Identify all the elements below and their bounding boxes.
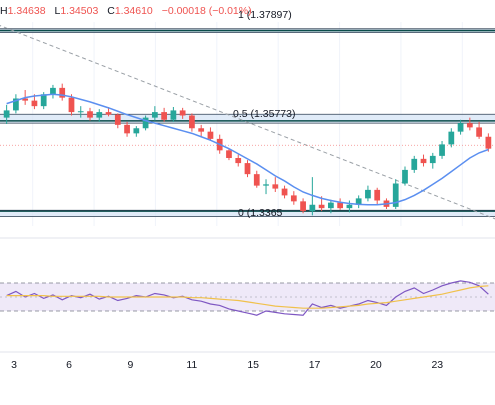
fib-label-05: 0.5 (1.35773) (233, 108, 295, 120)
candle-body (365, 189, 371, 199)
candle-body (281, 188, 288, 196)
candle-body (318, 204, 325, 209)
candle-body (439, 144, 445, 156)
fib-label-0: 0 (1.3365 (238, 207, 283, 219)
close-value: 1.34610 (115, 5, 153, 17)
candle-body (226, 150, 232, 158)
change-value: −0.00018 (−0.01%) (162, 5, 252, 17)
x-tick-label: 9 (128, 359, 134, 371)
candle-body (337, 202, 344, 209)
candle-body (402, 169, 408, 184)
candle-body (87, 111, 93, 118)
rsi-ma-line (6, 285, 489, 309)
candle-body (374, 189, 381, 201)
moving-average (6, 93, 489, 206)
candle-body (420, 158, 427, 164)
candle-body (124, 124, 130, 134)
candle-body (476, 127, 482, 137)
candle-body (59, 87, 66, 98)
candle-body (189, 115, 195, 129)
candle-body (3, 110, 10, 118)
candle-body (179, 110, 186, 116)
candle-body (22, 98, 29, 101)
candle-body (411, 158, 418, 170)
candle-body (40, 94, 47, 107)
ma-line (6, 93, 489, 206)
candle-body (96, 112, 103, 118)
candle-body (328, 202, 334, 209)
candle-body (31, 100, 38, 107)
x-tick-label: 15 (247, 359, 259, 371)
candle-body (485, 136, 492, 149)
high-label: H (0, 5, 8, 17)
fib-label-1: 1 (1.37897) (238, 9, 292, 21)
candle-body (448, 131, 455, 145)
candle-body (50, 87, 56, 95)
rsi-line (6, 280, 489, 316)
candle-body (429, 155, 436, 164)
x-tick-label: 23 (431, 359, 443, 371)
candle-body (290, 195, 297, 202)
x-tick-label: 3 (11, 359, 17, 371)
candle-body (142, 117, 149, 129)
rsi-pane (0, 280, 495, 316)
dashed-trendline (0, 25, 495, 220)
candle-body (77, 111, 84, 113)
svg-text:H1.34638 L1.34503: H1.34638 L1.34503 C1.34610 −0.00018 (−0.… (0, 5, 252, 17)
candle-body (457, 123, 464, 132)
candle-body (355, 198, 362, 205)
candle-body (68, 97, 75, 113)
candle-body (309, 204, 316, 212)
high-value: 1.34638 (8, 5, 46, 17)
low-value: 1.34503 (60, 5, 98, 17)
candle-body (161, 112, 167, 120)
x-tick-label: 20 (370, 359, 382, 371)
candle-body (207, 131, 214, 139)
candle-body (151, 112, 158, 118)
close-label: C (107, 5, 115, 17)
candle-body (466, 123, 473, 128)
main-pane-background (0, 22, 495, 239)
x-tick-label: 11 (186, 359, 197, 371)
candle-body (235, 158, 242, 164)
reference-lines (0, 25, 495, 220)
x-tick-label: 6 (66, 359, 72, 371)
x-axis: 3 6 9 11 15 17 20 23 (0, 351, 495, 371)
ohlc-header: H1.34638 L1.34503 C1.34610 −0.00018 (−0.… (0, 0, 252, 20)
x-tick-label: 17 (309, 359, 321, 371)
candle-body (133, 128, 140, 134)
low-label: L (54, 5, 60, 17)
candle-body (272, 184, 279, 189)
candle-body (114, 114, 121, 125)
candle-body (300, 201, 306, 212)
candle-body (244, 163, 251, 175)
candle-body (392, 183, 399, 207)
candles (3, 83, 492, 216)
candle-body (170, 110, 177, 120)
candle-body (13, 98, 19, 111)
candle-body (253, 174, 260, 186)
candle-body (198, 128, 205, 132)
candle-body (346, 204, 353, 209)
candle-body (105, 112, 112, 115)
fib-zone (0, 114, 495, 124)
candle-body (263, 184, 269, 186)
fib-zone (0, 210, 495, 217)
